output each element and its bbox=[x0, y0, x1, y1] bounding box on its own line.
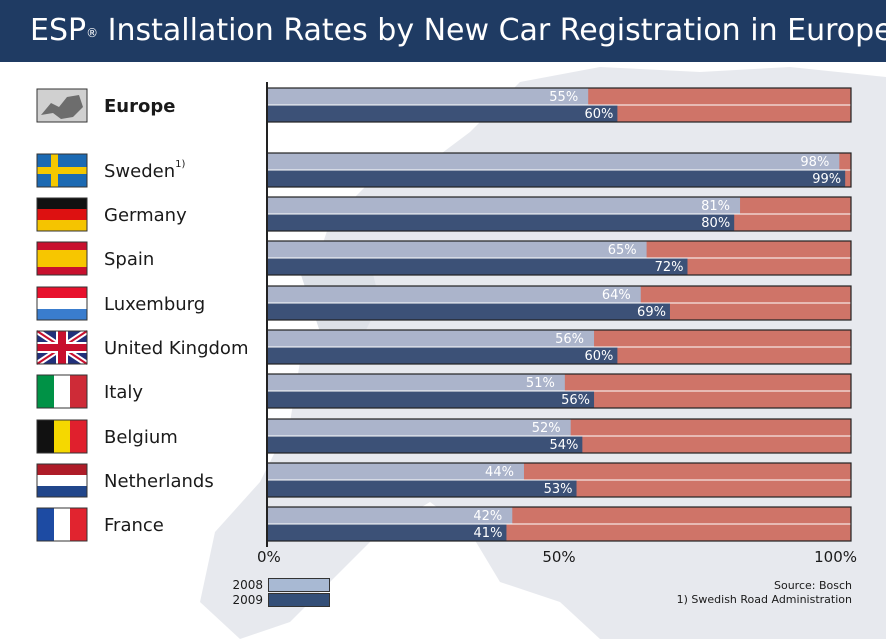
country-label: Netherlands bbox=[104, 471, 214, 492]
title-rest: Installation Rates by New Car Registrati… bbox=[98, 13, 886, 48]
value-label-2009: 72% bbox=[655, 260, 684, 275]
x-tick-label: 0% bbox=[257, 548, 281, 566]
value-label-2009: 54% bbox=[549, 438, 578, 453]
bar-2009 bbox=[267, 303, 670, 320]
bar-2008 bbox=[267, 88, 589, 105]
netherlands-flag-icon bbox=[36, 463, 88, 498]
legend-swatch-2009 bbox=[268, 593, 330, 607]
bar-2008 bbox=[267, 374, 565, 391]
title-registered-mark: ® bbox=[86, 26, 99, 40]
row-sweden: Sweden1) 98% 99% bbox=[36, 152, 852, 188]
bar-2009 bbox=[267, 436, 583, 453]
x-tick-label: 100% bbox=[814, 548, 857, 566]
bar-2008 bbox=[267, 197, 741, 214]
bar-2008 bbox=[267, 419, 571, 436]
value-label-2009: 60% bbox=[584, 349, 613, 364]
value-label-2008: 64% bbox=[602, 288, 631, 303]
value-label-2008: 55% bbox=[549, 90, 578, 105]
row-netherlands: Netherlands 44% 53% bbox=[36, 462, 852, 498]
bar-2008 bbox=[267, 153, 840, 170]
value-label-2009: 53% bbox=[544, 482, 573, 497]
legend-swatch-2008 bbox=[268, 578, 330, 592]
luxemburg-flag-icon bbox=[36, 286, 88, 321]
bar-2009 bbox=[267, 105, 618, 122]
country-label: France bbox=[104, 515, 164, 536]
bar-2009 bbox=[267, 480, 577, 497]
sweden-flag-icon bbox=[36, 153, 88, 188]
uk-flag-icon bbox=[35, 328, 89, 367]
france-flag-icon bbox=[36, 507, 88, 542]
country-label: Luxemburg bbox=[104, 294, 205, 315]
bar-2009 bbox=[267, 347, 618, 364]
belgium-flag-icon bbox=[36, 419, 88, 454]
value-label-2008: 56% bbox=[555, 332, 584, 347]
row-france: France 42% 41% bbox=[36, 506, 852, 542]
bar-2009 bbox=[267, 524, 507, 541]
country-label: Spain bbox=[104, 249, 154, 270]
row-europe: Europe 55% 60% bbox=[36, 87, 852, 123]
title-main: ESP bbox=[30, 13, 87, 48]
country-label: Germany bbox=[104, 205, 187, 226]
footnote-line: 1) Swedish Road Administration bbox=[676, 593, 852, 606]
bar-2008 bbox=[267, 241, 647, 258]
country-label: Italy bbox=[104, 382, 143, 403]
source-note: Source: Bosch 1) Swedish Road Administra… bbox=[677, 579, 852, 607]
row-italy: Italy 51% 56% bbox=[36, 373, 852, 409]
europe-map-icon bbox=[36, 88, 88, 123]
row-united-kingdom: United Kingdom 56%60% bbox=[35, 328, 852, 367]
row-spain: Spain 65% 72% bbox=[36, 240, 852, 276]
bar-2008 bbox=[267, 286, 641, 303]
value-label-2009: 99% bbox=[812, 172, 841, 187]
value-label-2009: 60% bbox=[584, 107, 613, 122]
value-label-2009: 80% bbox=[701, 216, 730, 231]
country-label: Sweden1) bbox=[104, 159, 186, 182]
bar-2009 bbox=[267, 391, 595, 408]
country-label: Belgium bbox=[104, 427, 178, 448]
spain-flag-icon bbox=[36, 241, 88, 276]
value-label-2008: 65% bbox=[608, 243, 637, 258]
value-label-2008: 44% bbox=[485, 465, 514, 480]
italy-flag-icon bbox=[36, 374, 88, 409]
value-label-2008: 52% bbox=[532, 421, 561, 436]
germany-flag-icon bbox=[36, 197, 88, 232]
row-belgium: Belgium 52% 54% bbox=[36, 418, 852, 454]
source-line: Source: Bosch bbox=[773, 579, 852, 592]
bar-2008 bbox=[267, 463, 524, 480]
value-label-2009: 41% bbox=[474, 526, 503, 541]
footnote-marker: 1) bbox=[175, 159, 185, 170]
value-label-2008: 98% bbox=[800, 155, 829, 170]
title-banner: ESP® Installation Rates by New Car Regis… bbox=[0, 0, 886, 62]
bar-2009 bbox=[267, 258, 688, 275]
value-label-2009: 56% bbox=[561, 393, 590, 408]
x-tick-label: 50% bbox=[542, 548, 575, 566]
value-label-2009: 69% bbox=[637, 305, 666, 320]
value-label-2008: 81% bbox=[701, 199, 730, 214]
bar-2009 bbox=[267, 170, 846, 187]
value-label-2008: 51% bbox=[526, 376, 555, 391]
value-label-2008: 42% bbox=[473, 509, 502, 524]
bar-2008 bbox=[267, 330, 595, 347]
legend-label-2008: 2008 bbox=[232, 578, 263, 592]
country-label: Europe bbox=[104, 96, 175, 117]
row-germany: Germany 81% 80% bbox=[36, 196, 852, 232]
bar-2009 bbox=[267, 214, 735, 231]
country-label: United Kingdom bbox=[104, 338, 248, 359]
row-luxemburg: Luxemburg 64% 69% bbox=[36, 285, 852, 321]
bar-2008 bbox=[267, 507, 513, 524]
legend-label-2009: 2009 bbox=[232, 593, 263, 607]
page-title: ESP® Installation Rates by New Car Regis… bbox=[30, 10, 886, 52]
